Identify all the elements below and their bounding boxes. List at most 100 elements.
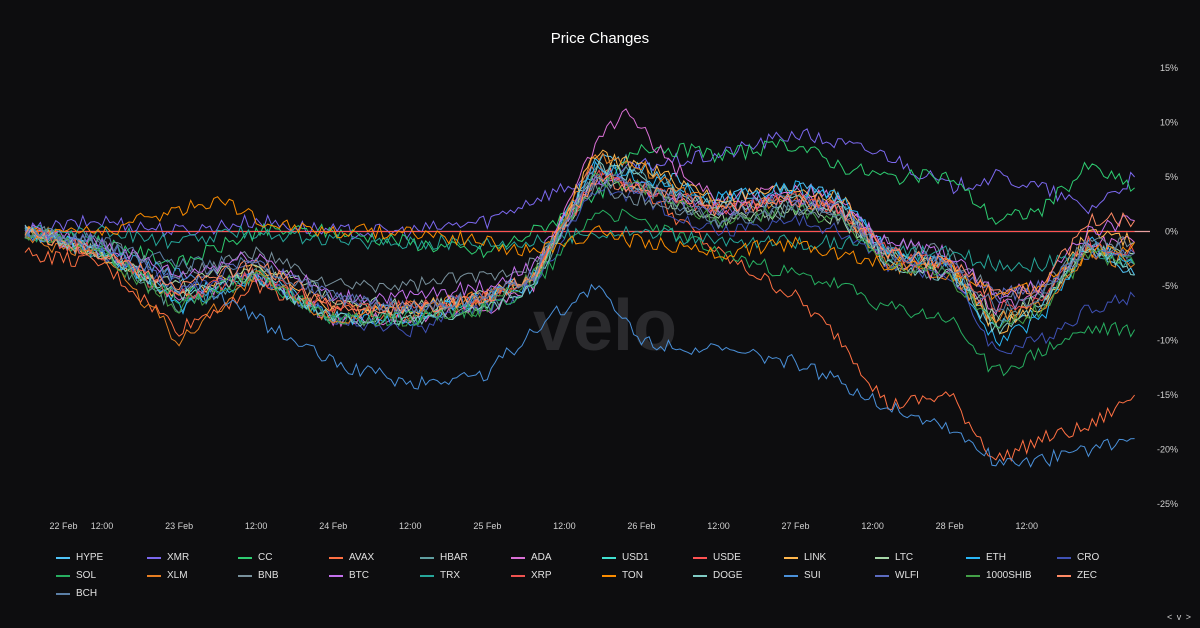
legend-prev-button[interactable]: < <box>1166 612 1173 622</box>
series-line-sui <box>24 227 1135 468</box>
y-tick-label: -20% <box>1157 445 1178 455</box>
legend-swatch <box>147 556 161 559</box>
legend-label: XMR <box>167 552 190 563</box>
series-line-cc <box>24 138 1135 272</box>
legend-swatch <box>875 574 889 577</box>
series-line-ton <box>24 196 1136 301</box>
legend-item-cro[interactable]: CRO <box>1057 552 1148 563</box>
legend-swatch <box>56 574 70 577</box>
legend-swatch <box>147 574 161 577</box>
legend-swatch <box>693 556 707 559</box>
legend-item-hbar[interactable]: HBAR <box>420 552 511 563</box>
series-layer <box>24 108 1136 468</box>
legend-label: ZEC <box>1077 570 1097 581</box>
x-tick-label: 24 Feb <box>319 521 347 531</box>
legend-label: ADA <box>531 552 552 563</box>
legend-item-hype[interactable]: HYPE <box>56 552 147 563</box>
legend-swatch <box>784 556 798 559</box>
legend-item-ada[interactable]: ADA <box>511 552 602 563</box>
series-line-trx <box>24 224 1136 273</box>
legend-label: SOL <box>76 570 97 581</box>
y-tick-label: 10% <box>1160 118 1178 128</box>
x-tick-label: 22 Feb <box>50 521 78 531</box>
legend-label: AVAX <box>349 552 375 563</box>
legend-swatch <box>966 574 980 577</box>
series-line-sol <box>24 208 1136 377</box>
legend-label: BCH <box>76 588 98 599</box>
legend-item-btc[interactable]: BTC <box>329 570 420 581</box>
series-line-zec <box>24 172 1136 316</box>
legend-label: USDE <box>713 552 741 563</box>
legend-item-xlm[interactable]: XLM <box>147 570 238 581</box>
legend-item-wlfi[interactable]: WLFI <box>875 570 966 581</box>
y-tick-label: 15% <box>1160 63 1178 73</box>
legend-swatch <box>511 574 525 577</box>
legend-label: WLFI <box>895 570 919 581</box>
y-tick-label: -15% <box>1157 390 1178 400</box>
legend-label: LINK <box>804 552 827 563</box>
legend-item-sui[interactable]: SUI <box>784 570 875 581</box>
series-line-bch <box>24 176 1135 314</box>
legend-swatch <box>693 574 707 577</box>
legend-item-usde[interactable]: USDE <box>693 552 784 563</box>
legend-item-zec[interactable]: ZEC <box>1057 570 1148 581</box>
series-line-avax <box>24 160 1135 462</box>
legend-swatch <box>56 556 70 559</box>
legend-label: TON <box>622 570 643 581</box>
legend-item-ton[interactable]: TON <box>602 570 693 581</box>
legend-item-avax[interactable]: AVAX <box>329 552 420 563</box>
legend-label: LTC <box>895 552 914 563</box>
legend-swatch <box>1057 556 1071 559</box>
legend-swatch <box>875 556 889 559</box>
legend-swatch <box>511 556 525 559</box>
x-tick-label: 12:00 <box>399 521 422 531</box>
y-tick-label: -5% <box>1162 281 1178 291</box>
legend-item-link[interactable]: LINK <box>784 552 875 563</box>
legend-item-bnb[interactable]: BNB <box>238 570 329 581</box>
legend-label: HBAR <box>440 552 468 563</box>
legend-label: USD1 <box>622 552 649 563</box>
legend-label: DOGE <box>713 570 743 581</box>
x-tick-label: 12:00 <box>861 521 884 531</box>
y-tick-label: 5% <box>1165 172 1178 182</box>
legend-label: TRX <box>440 570 460 581</box>
velo-watermark: velo <box>533 286 677 366</box>
y-tick-label: 0% <box>1165 227 1178 237</box>
x-axis: 22 Feb 12:00 23 Feb 12:00 24 Feb 12:00 25 Feb 1… <box>50 521 1038 531</box>
legend-item-cc[interactable]: CC <box>238 552 329 563</box>
legend-label: HYPE <box>76 552 104 563</box>
legend-swatch <box>602 556 616 559</box>
legend-item-xmr[interactable]: XMR <box>147 552 238 563</box>
x-tick-label: 12:00 <box>553 521 576 531</box>
legend-label: XLM <box>167 570 188 581</box>
legend-item-1000shib[interactable]: 1000SHIB <box>966 570 1057 581</box>
legend-item-xrp[interactable]: XRP <box>511 570 602 581</box>
legend-item-sol[interactable]: SOL <box>56 570 147 581</box>
legend-swatch <box>1057 574 1071 577</box>
legend-swatch <box>56 592 70 595</box>
legend-label: ETH <box>986 552 1006 563</box>
legend-item-usd1[interactable]: USD1 <box>602 552 693 563</box>
legend-item-trx[interactable]: TRX <box>420 570 511 581</box>
legend-swatch <box>420 574 434 577</box>
legend-label: CC <box>258 552 273 563</box>
legend-label: 1000SHIB <box>986 570 1032 581</box>
legend: HYPE XMR CC AVAX HBAR ADA USD1 USDE LINK LTC ETH CR… <box>56 552 1156 599</box>
legend-swatch <box>329 556 343 559</box>
legend-item-ltc[interactable]: LTC <box>875 552 966 563</box>
legend-swatch <box>602 574 616 577</box>
x-tick-label: 26 Feb <box>627 521 655 531</box>
legend-next-button[interactable]: > <box>1185 612 1191 622</box>
legend-label: SUI <box>804 570 821 581</box>
legend-item-bch[interactable]: BCH <box>56 588 147 599</box>
legend-item-doge[interactable]: DOGE <box>693 570 784 581</box>
legend-swatch <box>238 574 252 577</box>
legend-label: BNB <box>258 570 279 581</box>
series-line-cro <box>24 184 1135 355</box>
legend-item-eth[interactable]: ETH <box>966 552 1057 563</box>
legend-toggle-button[interactable]: v <box>1176 612 1182 622</box>
y-tick-label: -10% <box>1157 336 1178 346</box>
x-tick-label: 12:00 <box>245 521 268 531</box>
series-line-1000shib <box>24 172 1136 329</box>
